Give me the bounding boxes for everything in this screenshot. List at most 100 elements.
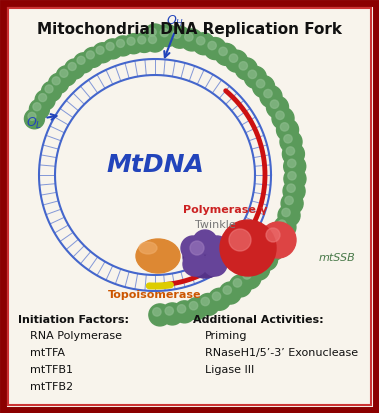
Circle shape	[65, 59, 85, 79]
Circle shape	[183, 252, 207, 276]
Circle shape	[106, 43, 114, 50]
Circle shape	[204, 38, 226, 59]
Circle shape	[278, 204, 300, 226]
Circle shape	[160, 28, 169, 37]
Circle shape	[181, 236, 205, 260]
Circle shape	[283, 180, 305, 202]
Text: Ligase III: Ligase III	[205, 365, 254, 375]
Circle shape	[153, 308, 161, 316]
Circle shape	[172, 30, 181, 38]
Circle shape	[39, 94, 47, 102]
Circle shape	[226, 50, 247, 72]
Circle shape	[281, 192, 303, 214]
Circle shape	[220, 220, 276, 276]
Circle shape	[183, 234, 227, 278]
Circle shape	[197, 294, 219, 316]
Circle shape	[124, 34, 144, 54]
Circle shape	[42, 81, 61, 102]
Circle shape	[196, 37, 205, 45]
Text: Polymerase γ: Polymerase γ	[183, 205, 267, 215]
Circle shape	[149, 36, 157, 43]
Text: Mitochondrial DNA Replication Fork: Mitochondrial DNA Replication Fork	[37, 22, 342, 37]
Circle shape	[205, 236, 229, 260]
Text: Twinkle: Twinkle	[195, 220, 235, 230]
Circle shape	[278, 220, 286, 228]
Text: mtSSB: mtSSB	[318, 253, 355, 263]
Circle shape	[33, 103, 41, 111]
Circle shape	[103, 39, 123, 59]
Circle shape	[229, 54, 238, 62]
Circle shape	[181, 29, 203, 51]
Circle shape	[186, 298, 208, 320]
Circle shape	[229, 229, 251, 251]
Text: mtTFB1: mtTFB1	[30, 365, 73, 375]
Ellipse shape	[136, 239, 180, 273]
Circle shape	[25, 109, 44, 129]
Circle shape	[266, 242, 275, 251]
Circle shape	[134, 33, 154, 52]
Circle shape	[259, 252, 268, 261]
Circle shape	[92, 43, 113, 63]
Circle shape	[169, 26, 191, 48]
Circle shape	[239, 267, 261, 289]
Circle shape	[223, 286, 232, 294]
Circle shape	[219, 282, 241, 304]
Circle shape	[86, 51, 94, 59]
Circle shape	[257, 79, 265, 88]
Circle shape	[272, 107, 294, 129]
Circle shape	[277, 119, 299, 141]
Circle shape	[252, 262, 260, 270]
Circle shape	[215, 43, 237, 65]
Circle shape	[288, 171, 296, 180]
Circle shape	[96, 46, 104, 54]
Circle shape	[127, 37, 135, 45]
Circle shape	[193, 230, 217, 254]
Circle shape	[165, 307, 174, 315]
Circle shape	[287, 184, 295, 192]
Circle shape	[149, 304, 171, 326]
Circle shape	[157, 24, 179, 47]
Circle shape	[144, 24, 166, 46]
Circle shape	[269, 228, 291, 249]
Circle shape	[60, 69, 68, 77]
Circle shape	[185, 33, 193, 41]
Circle shape	[260, 85, 282, 108]
Circle shape	[282, 143, 304, 165]
Circle shape	[229, 275, 251, 297]
Circle shape	[68, 62, 76, 71]
Circle shape	[248, 70, 257, 78]
Circle shape	[235, 58, 257, 80]
Circle shape	[219, 47, 227, 56]
Text: $O_H$: $O_H$	[166, 14, 184, 29]
Text: MtDNA: MtDNA	[106, 153, 204, 177]
Circle shape	[239, 62, 247, 70]
Circle shape	[247, 258, 270, 280]
Circle shape	[264, 90, 272, 98]
Text: mtTFB2: mtTFB2	[30, 382, 73, 392]
Circle shape	[193, 33, 215, 55]
Circle shape	[113, 36, 133, 56]
Circle shape	[273, 231, 281, 240]
Circle shape	[77, 56, 85, 64]
Text: Additional Activities:: Additional Activities:	[193, 315, 324, 325]
Circle shape	[285, 196, 293, 204]
Circle shape	[116, 39, 124, 47]
Circle shape	[177, 305, 186, 313]
Text: RNA Polymerase: RNA Polymerase	[30, 331, 122, 341]
Text: $O_L$: $O_L$	[27, 116, 42, 131]
Circle shape	[28, 112, 36, 120]
Circle shape	[243, 271, 251, 279]
Circle shape	[233, 279, 241, 287]
Circle shape	[52, 77, 60, 85]
Text: Initiation Factors:: Initiation Factors:	[18, 315, 129, 325]
Circle shape	[274, 216, 296, 238]
Circle shape	[45, 85, 53, 93]
Circle shape	[280, 123, 289, 131]
Circle shape	[266, 96, 288, 118]
Circle shape	[288, 159, 296, 168]
Circle shape	[49, 74, 69, 93]
Text: Priming: Priming	[205, 331, 247, 341]
Circle shape	[244, 66, 266, 88]
Circle shape	[282, 208, 290, 217]
Circle shape	[263, 238, 285, 260]
